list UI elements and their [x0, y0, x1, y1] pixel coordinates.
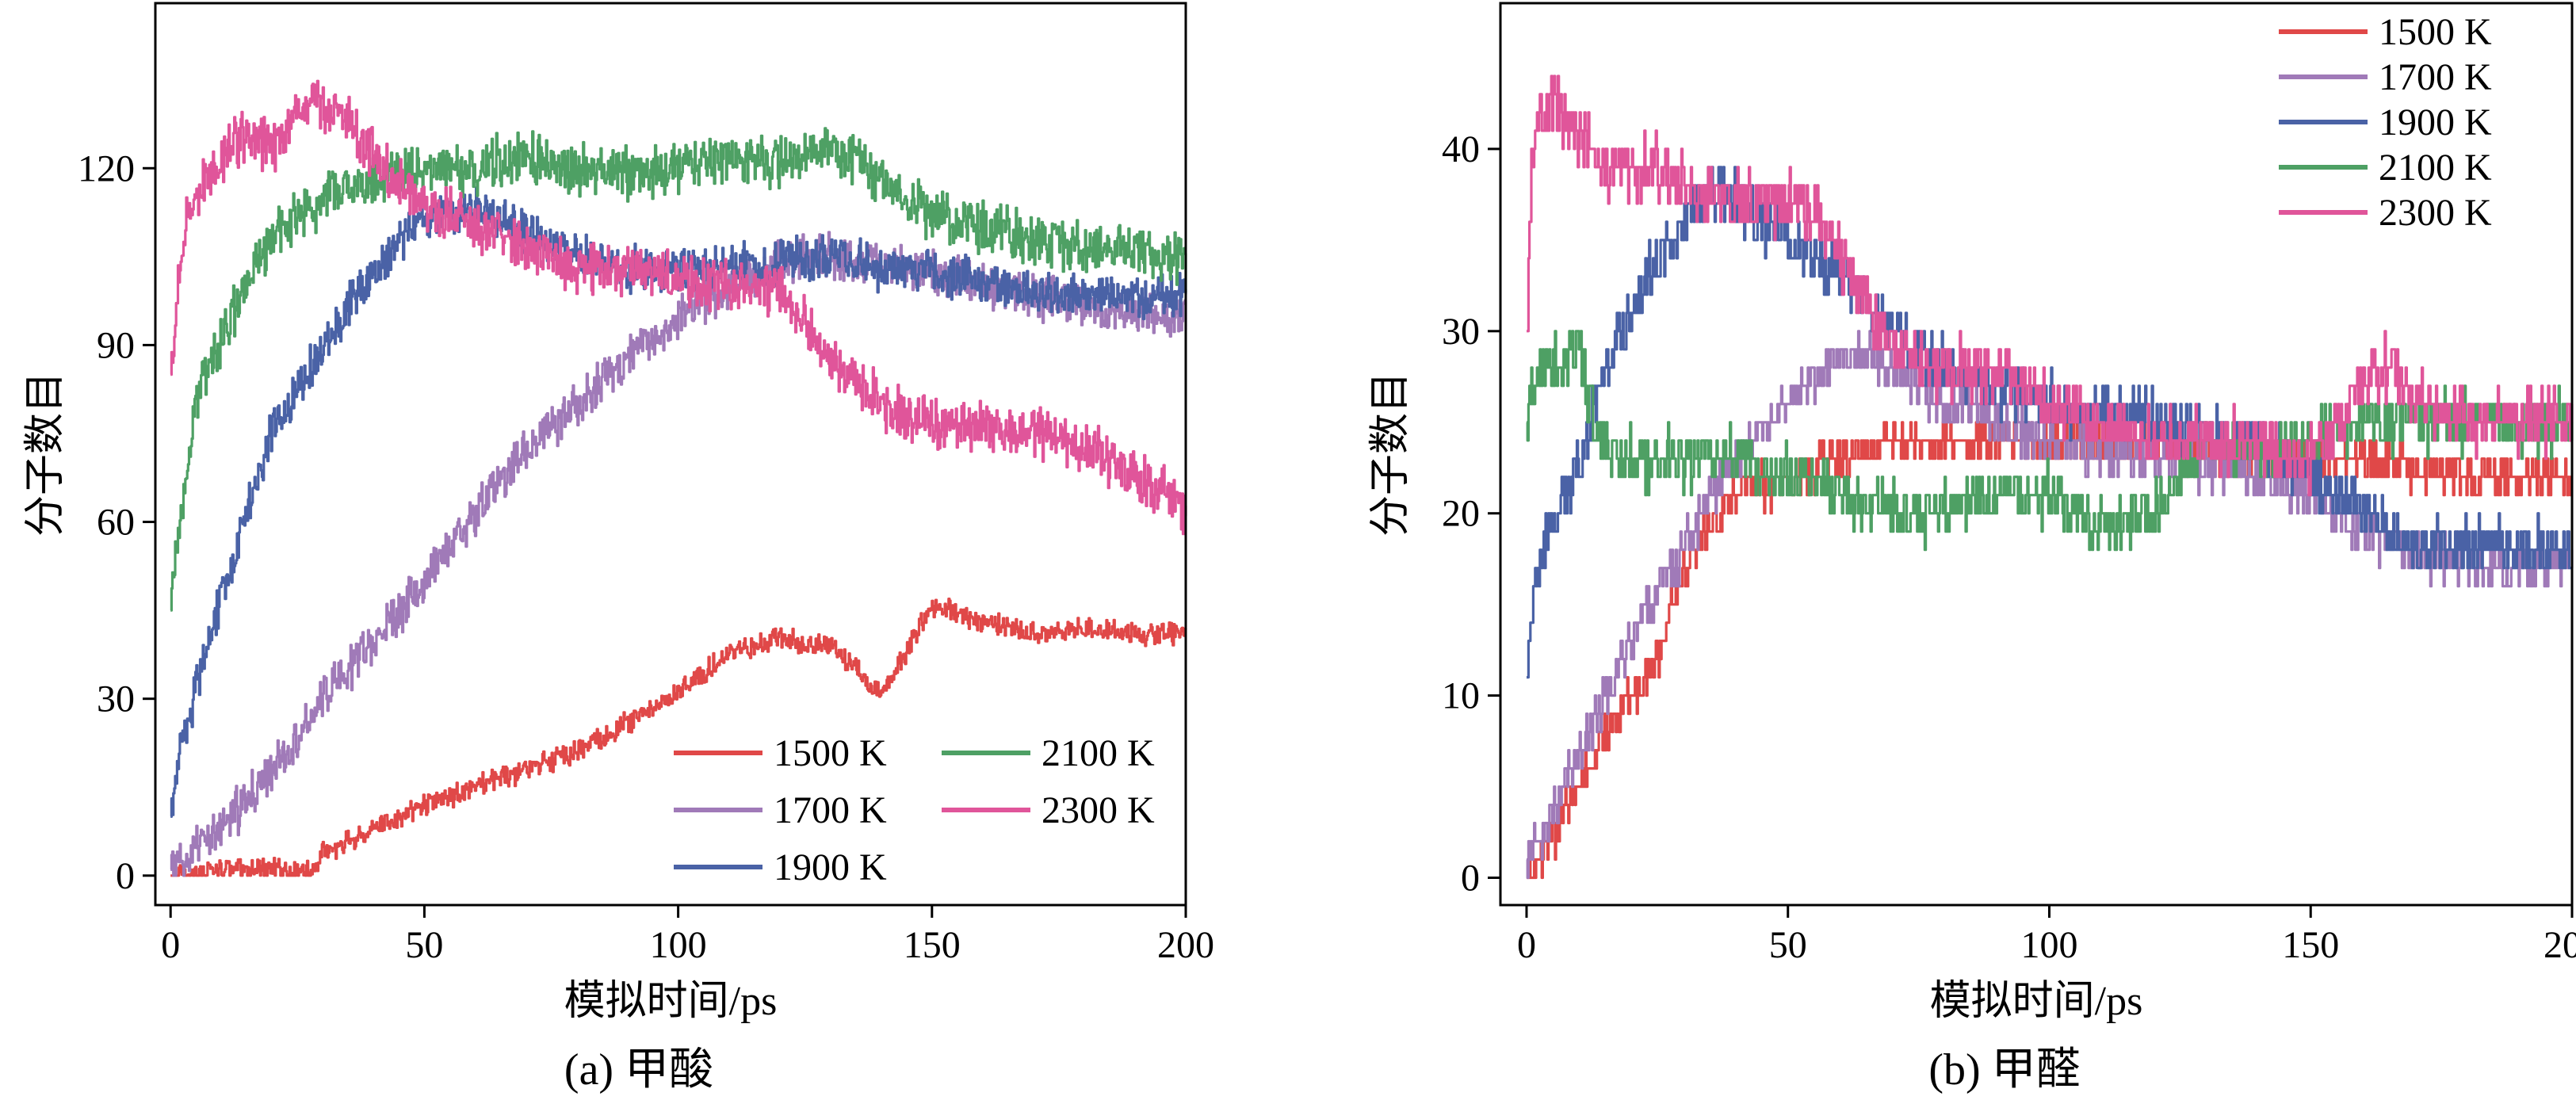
x-axis-label: 模拟时间/ps	[564, 979, 778, 1024]
legend-label: 1500 K	[774, 732, 887, 774]
series-line-2300k	[1526, 74, 2574, 497]
legend-label: 1900 K	[2379, 101, 2492, 143]
y-axis-label: 分子数目	[23, 372, 68, 537]
y-tick-label: 90	[97, 324, 135, 366]
x-tick-label: 200	[2544, 924, 2576, 966]
y-tick-label: 120	[78, 147, 135, 189]
legend-label: 2300 K	[1041, 789, 1155, 831]
y-tick-label: 30	[97, 678, 135, 720]
y-tick-label: 40	[1442, 128, 1480, 170]
legend-label: 2100 K	[2379, 147, 2492, 189]
legend-label: 2300 K	[2379, 192, 2492, 234]
x-tick-label: 150	[2282, 924, 2339, 966]
x-tick-label: 50	[405, 924, 443, 966]
plot-frame	[154, 2, 1187, 907]
x-tick-label: 0	[1517, 924, 1536, 966]
x-axis-label: 模拟时间/ps	[1930, 979, 2143, 1024]
y-tick-label: 0	[1461, 858, 1480, 900]
legend-label: 1500 K	[2379, 11, 2492, 53]
x-tick-label: 50	[1769, 924, 1807, 966]
x-tick-label: 200	[1157, 924, 1214, 966]
y-tick-label: 10	[1442, 675, 1480, 717]
legend-label: 1700 K	[2379, 56, 2492, 98]
chart-b-formaldehyde: 0 50 100 150 200 0 10 20 30 40 模拟时间/ps 分子数目 (b) 甲醛 15…	[1368, 2, 2576, 1094]
series-line-2300k	[170, 79, 1187, 536]
plot-frame	[1499, 2, 2574, 907]
series-line-2100k	[170, 127, 1187, 612]
chart-a-formic-acid: 0 50 100 150 200 0 30 60 90 120 模拟时间/ps 分子数目 (a) 甲酸 1…	[23, 2, 1214, 1094]
chart-caption: (b) 甲醛	[1928, 1045, 2080, 1094]
series-line-1500k	[170, 598, 1187, 877]
legend-label: 1700 K	[774, 789, 887, 831]
x-tick-label: 0	[161, 924, 180, 966]
y-tick-label: 60	[97, 502, 135, 544]
chart-caption: (a) 甲酸	[564, 1045, 713, 1094]
x-tick-label: 100	[2020, 924, 2077, 966]
y-tick-label: 30	[1442, 311, 1480, 353]
series-line-2100k	[1526, 330, 2574, 552]
legend: 1500 K 1700 K 1900 K 2100 K 2300 K	[674, 732, 1155, 888]
y-tick-label: 20	[1442, 493, 1480, 535]
series-line-1700k	[170, 231, 1187, 877]
y-axis-label: 分子数目	[1368, 372, 1413, 537]
x-tick-label: 100	[650, 924, 707, 966]
series-line-1900k	[170, 186, 1187, 818]
y-tick-label: 0	[116, 855, 135, 897]
x-tick-label: 150	[904, 924, 961, 966]
legend-label: 2100 K	[1041, 732, 1155, 774]
legend-label: 1900 K	[774, 846, 887, 888]
